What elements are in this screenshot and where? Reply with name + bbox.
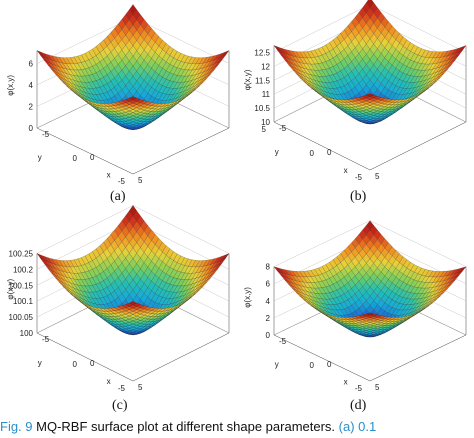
axis-edge — [132, 127, 230, 175]
z-ticks: 10 10.5 11 11.5 12 12.5 — [254, 48, 270, 127]
surface-patch — [129, 96, 137, 100]
z-tick-label: 0 — [266, 331, 271, 340]
z-tick-label: 11 — [262, 90, 271, 99]
y-axis-label: y — [275, 147, 279, 156]
z-axis-label: φ(x,y) — [243, 69, 252, 90]
x-axis-label: x — [344, 378, 348, 387]
z-tick-label: 2 — [29, 102, 34, 111]
axes-box — [36, 205, 230, 382]
z-axis-label: φ(x,y) — [6, 75, 15, 96]
y-ticks: -5 0 5 — [262, 125, 363, 182]
surface-plot-a: 0 2 4 6 φ(x,y) -5 0 5 x -5 0 y — [6, 4, 230, 186]
axis-edge — [273, 121, 371, 171]
subplot-d: 0 2 4 6 8 φ(x,y) -5 0 5 x -5 0 y (d) — [237, 205, 474, 413]
x-tick-label: -5 — [279, 337, 287, 346]
z-tick-label: 4 — [266, 297, 271, 306]
z-ticks: 100 100.05 100.1 100.15 100.2 100.25 — [9, 249, 34, 338]
y-tick-label: 0 — [310, 149, 315, 158]
axis-edge — [369, 121, 467, 171]
subplot-label: (b) — [350, 189, 367, 204]
subplot-label: (a) — [110, 189, 126, 204]
y-tick-label: -5 — [118, 177, 126, 186]
x-tick-label: -5 — [42, 130, 50, 139]
z-tick-label: 0 — [29, 124, 34, 133]
surface-plot-c: 100 100.05 100.1 100.15 100.2 100.25 φ(x,y) -5 0… — [6, 205, 230, 393]
y-tick-label: 0 — [310, 361, 315, 370]
z-ticks: 0 2 4 6 8 — [266, 263, 271, 340]
x-tick-label: -5 — [279, 124, 287, 133]
axis-edge — [36, 127, 134, 175]
x-tick-label: -5 — [42, 335, 50, 344]
x-tick-label: 0 — [327, 148, 332, 157]
surface-plot-b: 10 10.5 11 11.5 12 12.5 φ(x,y) -5 0 5 x -5 0 5 y — [243, 0, 467, 182]
x-tick-label: 0 — [90, 153, 95, 162]
axis-edge — [36, 332, 134, 382]
z-tick-label: 100.1 — [13, 297, 34, 306]
axis-edge — [132, 332, 230, 382]
subplot-b: 10 10.5 11 11.5 12 12.5 φ(x,y) -5 0 5 x -5 0 5 y (b) — [237, 0, 474, 205]
z-tick-label: 100.2 — [13, 265, 34, 274]
y-tick-label: -5 — [355, 384, 363, 393]
x-axis-label: x — [107, 171, 111, 180]
x-tick-label: 0 — [90, 359, 95, 368]
z-tick-label: 100.05 — [9, 313, 34, 322]
y-axis-label: y — [38, 153, 42, 162]
z-tick-label: 6 — [266, 280, 271, 289]
z-axis-label: φ(x,y) — [6, 279, 15, 300]
figure-number: Fig. 9 — [0, 419, 33, 434]
y-ticks: -5 0 — [310, 361, 363, 393]
y-tick-label: 0 — [73, 360, 78, 369]
surface-plot-d: 0 2 4 6 8 φ(x,y) -5 0 5 x -5 0 y — [243, 220, 467, 393]
z-tick-label: 4 — [29, 81, 34, 90]
z-tick-label: 12 — [261, 62, 270, 71]
y-tick-label: 5 — [262, 125, 267, 134]
x-tick-label: 5 — [375, 383, 380, 392]
x-axis-label: x — [107, 377, 111, 386]
z-tick-label: 11.5 — [255, 76, 271, 85]
z-tick-label: 12.5 — [254, 48, 270, 57]
surface — [36, 4, 230, 130]
x-tick-label: 5 — [138, 383, 143, 392]
caption-panel-ref: (a) 0.1 — [338, 419, 377, 434]
z-ticks: 0 2 4 6 — [29, 59, 34, 133]
y-tick-label: 0 — [73, 154, 78, 163]
z-tick-label: 6 — [29, 59, 34, 68]
z-tick-label: 2 — [266, 314, 271, 323]
surface — [273, 0, 467, 125]
x-tick-label: 0 — [327, 360, 332, 369]
x-ticks: -5 0 5 — [279, 337, 380, 392]
surface-patch — [366, 312, 374, 316]
x-axis-label: x — [344, 166, 348, 175]
y-ticks: -5 0 — [73, 360, 126, 393]
axis-edge — [273, 334, 371, 382]
z-tick-label: 10.5 — [254, 104, 270, 113]
subplot-c: 100 100.05 100.1 100.15 100.2 100.25 φ(x,y) -5 0… — [0, 205, 237, 413]
subplot-label: (d) — [350, 398, 367, 413]
x-ticks: -5 0 5 — [42, 335, 143, 392]
subplot-a: 0 2 4 6 φ(x,y) -5 0 5 x -5 0 y (a) — [0, 0, 237, 205]
axis-edge — [369, 334, 467, 382]
y-tick-label: -5 — [355, 173, 363, 182]
subplot-label: (c) — [112, 398, 128, 413]
z-tick-label: 8 — [266, 263, 271, 272]
x-ticks: -5 0 5 — [42, 130, 143, 185]
surface — [273, 220, 467, 338]
caption-text: MQ-RBF surface plot at different shape p… — [36, 419, 336, 434]
x-tick-label: 5 — [138, 176, 143, 185]
y-axis-label: y — [38, 358, 42, 367]
y-axis-label: y — [275, 360, 279, 369]
z-axis-label: φ(x,y) — [243, 287, 252, 308]
x-tick-label: 5 — [375, 172, 380, 181]
y-tick-label: -5 — [118, 384, 126, 393]
figure-caption: Fig. 9 MQ-RBF surface plot at different … — [0, 419, 474, 438]
z-tick-label: 100.15 — [9, 281, 34, 290]
surface-patch — [366, 93, 374, 97]
z-tick-label: 10 — [261, 118, 270, 127]
z-tick-label: 100.25 — [9, 249, 34, 258]
y-ticks: -5 0 — [73, 154, 126, 186]
surface-patch — [129, 301, 137, 305]
z-tick-label: 100 — [20, 329, 34, 338]
x-ticks: -5 0 5 — [279, 124, 380, 181]
surface — [36, 205, 230, 335]
